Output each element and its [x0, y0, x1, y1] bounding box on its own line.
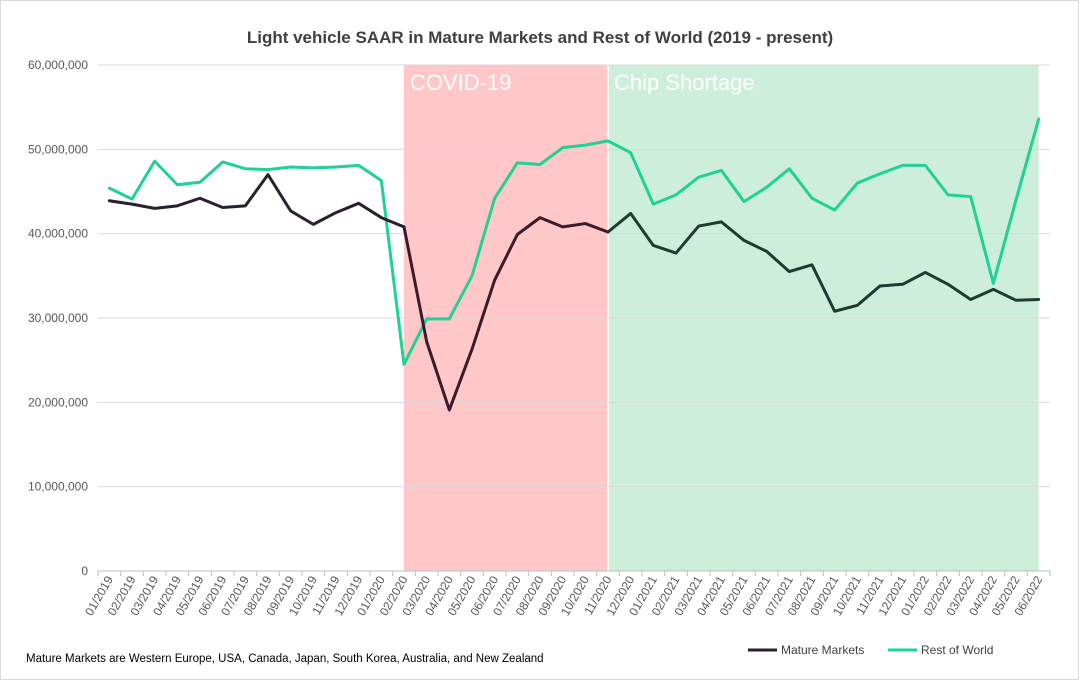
legend-label-mature-markets: Mature Markets — [781, 643, 864, 657]
chart-title: Light vehicle SAAR in Mature Markets and… — [247, 28, 833, 47]
series-line-rest-of-world — [107, 117, 1041, 366]
y-tick-label: 0 — [81, 564, 88, 578]
footnote: Mature Markets are Western Europe, USA, … — [26, 653, 544, 665]
band-label-covid: COVID-19 — [410, 70, 511, 95]
legend-label-rest-of-world: Rest of World — [921, 643, 993, 657]
y-axis-ticks: 0 10,000,000 20,000,000 30,000,000 40,000,00… — [28, 58, 88, 578]
y-tick-label: 10,000,000 — [28, 480, 88, 494]
y-tick-label: 50,000,000 — [28, 142, 88, 156]
series-layer — [107, 117, 1041, 412]
legend: Mature Markets Rest of World — [748, 643, 993, 657]
y-tick-label: 20,000,000 — [28, 395, 88, 409]
x-axis-ticks: 01/201902/201903/201904/201905/201906/20… — [82, 571, 1051, 618]
series-line-mature-markets-covid — [402, 216, 610, 412]
y-tick-label: 30,000,000 — [28, 311, 88, 325]
y-tick-label: 60,000,000 — [28, 58, 88, 72]
series-line-mature-markets-post — [606, 211, 1041, 313]
y-tick-label: 40,000,000 — [28, 227, 88, 241]
grid-layer — [98, 64, 1050, 572]
series-line-mature-markets-pre — [107, 173, 406, 229]
band-label-chip-shortage: Chip Shortage — [614, 70, 755, 95]
